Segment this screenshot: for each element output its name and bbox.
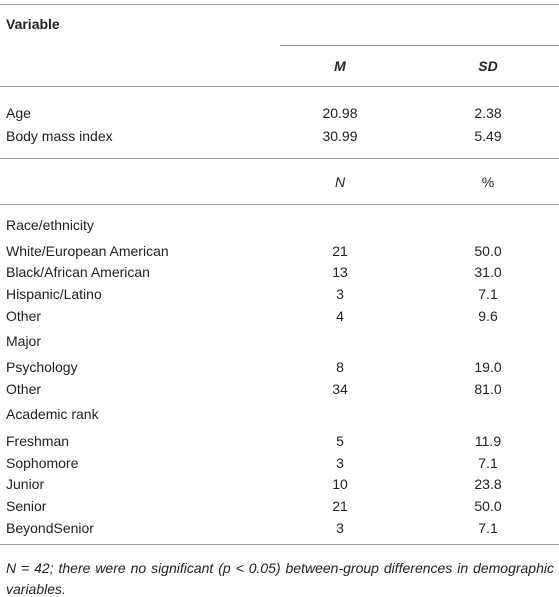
- row-label: BeyondSenior: [6, 520, 94, 536]
- row-label: Other: [6, 308, 42, 324]
- cell: 2.38: [474, 105, 502, 121]
- cell: 13: [332, 264, 348, 280]
- section-title: Major: [6, 333, 42, 349]
- row-label: Age: [6, 105, 31, 121]
- cell: 81.0: [474, 381, 502, 397]
- cell: 19.0: [474, 359, 502, 375]
- column-header: SD: [478, 58, 498, 74]
- rule: [0, 86, 559, 87]
- cell: 20.98: [322, 105, 358, 121]
- cell: 11.9: [474, 433, 502, 449]
- cell: 5.49: [474, 128, 502, 144]
- cell: 23.8: [474, 476, 502, 492]
- cell: 3: [336, 520, 344, 536]
- cell: 3: [336, 286, 344, 302]
- section-title: Race/ethnicity: [6, 217, 94, 233]
- row-label: Black/African American: [6, 264, 150, 280]
- cell: 7.1: [478, 520, 498, 536]
- cell: 50.0: [474, 243, 502, 259]
- section-title: Academic rank: [6, 406, 99, 422]
- row-label: Hispanic/Latino: [6, 286, 102, 302]
- cell: 21: [332, 498, 348, 514]
- cell: 31.0: [474, 264, 502, 280]
- table-note: N = 42; there were no significant (p < 0…: [6, 560, 554, 597]
- cell: 5: [336, 433, 344, 449]
- row-label: Freshman: [6, 433, 70, 449]
- cell: 7.1: [478, 455, 498, 471]
- row-label: Other: [6, 381, 42, 397]
- row-label: Sophomore: [6, 455, 79, 471]
- row-label: Senior: [6, 498, 47, 514]
- column-header: N: [334, 174, 346, 190]
- rule: [0, 544, 559, 545]
- cell: 7.1: [478, 286, 498, 302]
- column-header: %: [481, 174, 495, 190]
- row-label: White/European American: [6, 243, 169, 259]
- row-label: Junior: [6, 476, 45, 492]
- cell: 10: [332, 476, 348, 492]
- rule: [0, 204, 559, 205]
- cell: 3: [336, 455, 344, 471]
- cell: 50.0: [474, 498, 502, 514]
- cell: 34: [332, 381, 348, 397]
- cell: 21: [332, 243, 348, 259]
- row-label: Body mass index: [6, 128, 113, 144]
- rule: [280, 45, 559, 46]
- column-header: M: [334, 58, 346, 74]
- cell: 4: [336, 308, 344, 324]
- cell: 8: [336, 359, 344, 375]
- cell: 9.6: [478, 308, 498, 324]
- row-label: Psychology: [6, 359, 78, 375]
- rule: [0, 158, 559, 159]
- rule: [0, 4, 559, 5]
- cell: 30.99: [322, 128, 358, 144]
- header-title: Variable: [6, 16, 60, 32]
